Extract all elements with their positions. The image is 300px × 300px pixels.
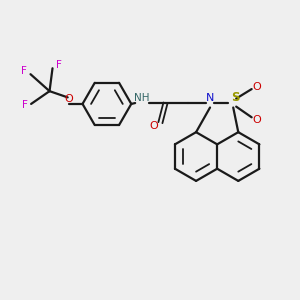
Text: N: N — [206, 93, 214, 103]
Text: NH: NH — [134, 93, 149, 103]
Text: O: O — [149, 121, 158, 131]
Text: F: F — [21, 66, 27, 76]
Text: F: F — [56, 60, 62, 70]
Text: O: O — [65, 94, 74, 104]
Text: S: S — [231, 91, 239, 104]
Text: O: O — [253, 115, 261, 125]
Text: O: O — [253, 82, 261, 92]
Text: F: F — [22, 100, 28, 110]
